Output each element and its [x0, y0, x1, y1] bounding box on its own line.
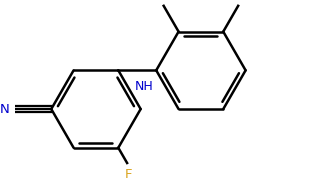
Text: F: F — [125, 168, 132, 181]
Text: N: N — [0, 103, 9, 116]
Text: NH: NH — [135, 80, 153, 93]
